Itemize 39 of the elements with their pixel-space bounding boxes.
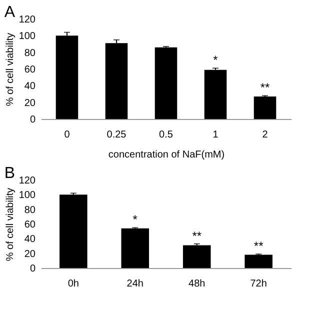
annotation: ** — [192, 228, 202, 243]
bar — [56, 36, 78, 119]
y-tick-label: 20 — [24, 98, 36, 109]
y-tick-label: 80 — [24, 48, 36, 59]
x-tick-label: 48h — [188, 278, 206, 290]
chart-title: B — [4, 165, 15, 182]
bar — [154, 47, 178, 119]
y-tick-label: 100 — [18, 190, 36, 202]
bar — [254, 96, 276, 119]
y-tick-label: 40 — [24, 234, 36, 246]
x-tick-label: 0h — [68, 278, 79, 290]
y-tick-label: 80 — [24, 204, 36, 216]
annotation: ** — [260, 80, 270, 95]
x-tick-label: 0 — [64, 130, 70, 140]
y-tick-label: 20 — [24, 248, 36, 260]
y-axis-title: % of cell viability — [4, 32, 16, 106]
x-tick-label: 1 — [212, 130, 219, 140]
y-axis-title: % of cell viability — [4, 188, 16, 262]
x-tick-label: 0.25 — [106, 130, 127, 140]
x-tick-label: 0.5 — [159, 130, 174, 140]
bar — [244, 254, 272, 268]
y-tick-label: 100 — [18, 31, 36, 42]
y-tick-label: 120 — [18, 176, 36, 186]
y-tick-label: 0 — [30, 264, 36, 274]
y-tick-label: 40 — [24, 81, 36, 92]
y-tick-label: 60 — [24, 64, 36, 76]
y-tick-label: 0 — [30, 114, 36, 126]
bar — [121, 228, 150, 268]
chart-title: A — [4, 4, 16, 21]
annotation: * — [132, 212, 138, 227]
x-tick-label: 72h — [250, 278, 267, 290]
bar — [105, 43, 128, 119]
x-axis-title: concentration of NaF(mM) — [108, 150, 225, 160]
x-tick-label: 2 — [262, 130, 268, 140]
x-tick-label: 24h — [126, 278, 144, 290]
y-tick-label: 60 — [24, 220, 36, 230]
annotation: ** — [254, 239, 264, 254]
annotation: * — [213, 53, 218, 68]
y-tick-label: 120 — [18, 14, 36, 26]
